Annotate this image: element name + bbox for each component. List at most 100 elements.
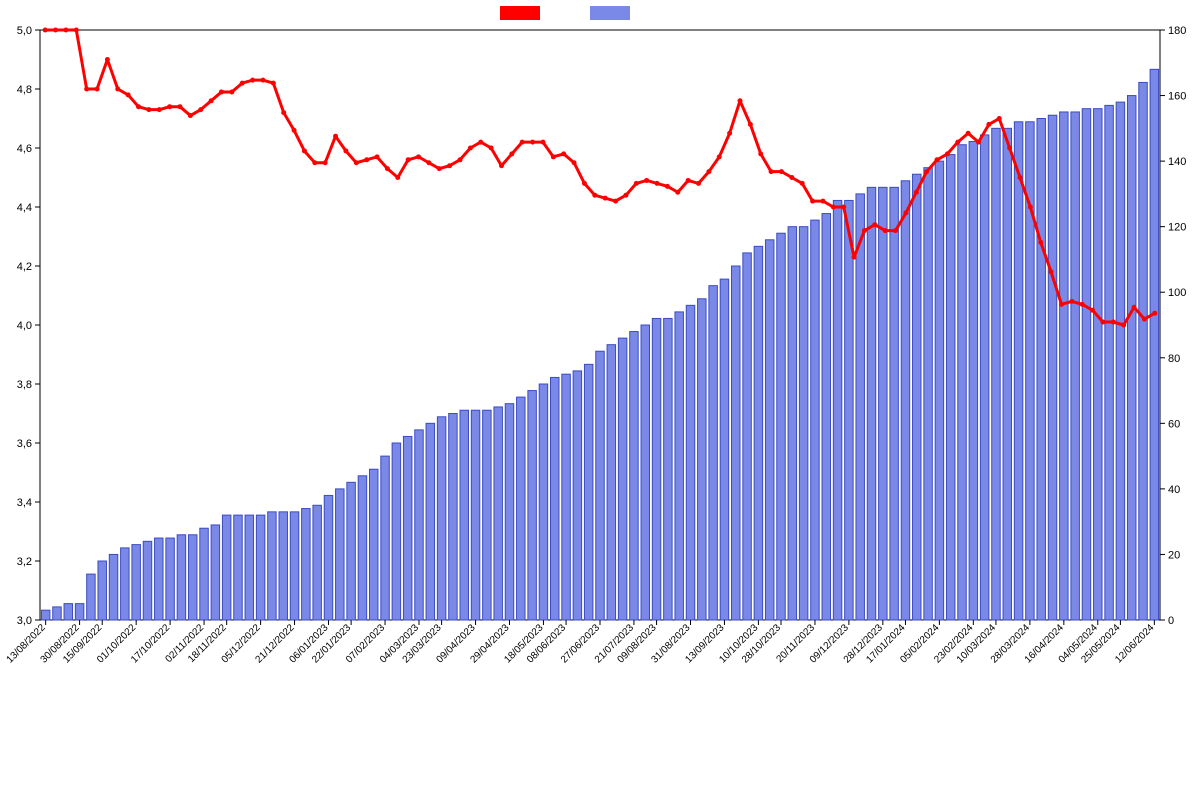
line-marker [136,104,141,109]
y-left-label: 3,6 [17,438,32,450]
bar [1139,82,1147,620]
line-marker [1007,146,1012,151]
line-marker [1049,269,1054,274]
bar [890,187,898,620]
bar [222,515,230,620]
y-left-label: 4,6 [17,143,32,155]
bar [517,397,525,620]
bar [1094,109,1102,620]
y-right-label: 0 [1168,615,1174,627]
line-marker [1069,299,1074,304]
line-marker [655,181,660,186]
line-marker [178,104,183,109]
line-marker [582,181,587,186]
bar [369,469,377,620]
y-left-label: 4,0 [17,320,32,332]
line-marker [1142,317,1147,322]
bar [1082,109,1090,620]
bar [618,338,626,620]
line-marker [986,122,991,127]
line-marker [800,181,805,186]
line-marker [1059,302,1064,307]
line-marker [955,140,960,145]
bar [1014,122,1022,620]
line-marker [717,154,722,159]
bar [256,515,264,620]
bar [709,286,717,620]
bar [641,325,649,620]
line-marker [437,166,442,171]
line-marker [43,28,48,33]
bar [822,214,830,620]
line-marker [634,181,639,186]
bar [290,512,298,620]
line-marker [862,228,867,233]
y-left-label: 3,2 [17,556,32,568]
line-marker [1018,175,1023,180]
bar [53,607,61,620]
bar [743,253,751,620]
bar [403,436,411,620]
line-marker [769,169,774,174]
line-marker [540,140,545,145]
line-marker [623,193,628,198]
line-marker [250,78,255,83]
y-left-label: 4,8 [17,84,32,96]
bar [245,515,253,620]
line-marker [468,146,473,151]
bar [596,351,604,620]
y-left-label: 4,2 [17,261,32,273]
bar [1116,102,1124,620]
bar [652,318,660,620]
bar [935,161,943,620]
bar [98,561,106,620]
line-marker [945,151,950,156]
bar [347,482,355,620]
bar [279,512,287,620]
line-marker [924,169,929,174]
line-marker [209,98,214,103]
bar [799,227,807,620]
line-marker [675,190,680,195]
y-right-label: 20 [1168,549,1180,561]
bar [630,332,638,620]
bar [698,299,706,620]
y-left-label: 3,0 [17,615,32,627]
line-marker [281,110,286,115]
bar [833,200,841,620]
line-marker [1132,305,1137,310]
line-marker [696,181,701,186]
line-marker [561,151,566,156]
line-marker [395,175,400,180]
bar [166,538,174,620]
bar [483,410,491,620]
bar [765,240,773,620]
line-marker [53,28,58,33]
bar [539,384,547,620]
line-marker [188,113,193,118]
line-marker [126,92,131,97]
bar [686,305,694,620]
line-marker [105,57,110,62]
line-marker [509,151,514,156]
bar [607,345,615,620]
bar [121,548,129,620]
bar [75,604,83,620]
bar [856,194,864,620]
bar [946,155,954,620]
bar [381,456,389,620]
line-marker [592,193,597,198]
bar [584,364,592,620]
line-marker [935,157,940,162]
bar [980,135,988,620]
line-marker [1111,320,1116,325]
line-marker [333,134,338,139]
line-marker [354,160,359,165]
line-marker [323,160,328,165]
bar [562,374,570,620]
bar [777,233,785,620]
line-marker [686,178,691,183]
bar [1037,119,1045,621]
bar [1003,128,1011,620]
bar [901,181,909,620]
